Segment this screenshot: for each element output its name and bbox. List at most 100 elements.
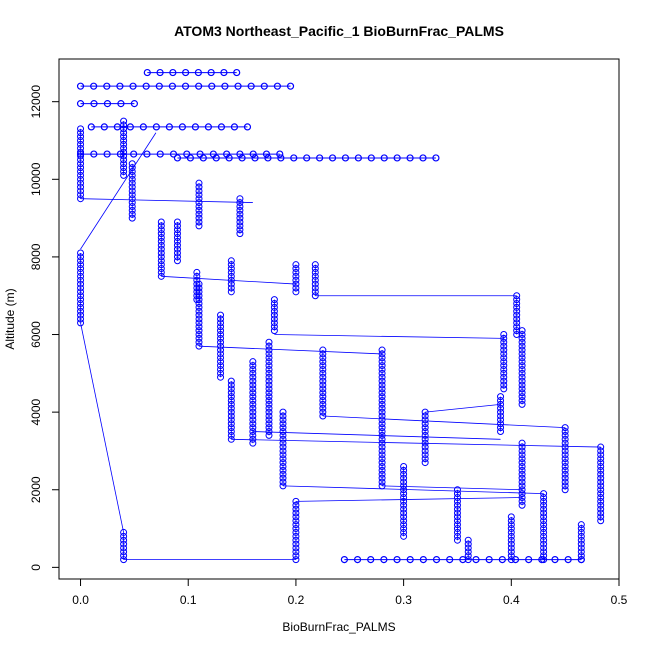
data-point: [227, 420, 235, 428]
data-point: [77, 288, 85, 296]
data-point: [378, 404, 386, 412]
data-point: [265, 389, 273, 397]
x-tick-label: 0.1: [180, 593, 197, 607]
data-point: [265, 346, 273, 354]
x-tick-label: 0.5: [611, 593, 628, 607]
data-point: [453, 521, 461, 529]
data-point: [182, 68, 190, 77]
data-point: [518, 451, 526, 459]
data-point: [497, 393, 505, 401]
data-point: [120, 532, 128, 540]
data-point: [561, 443, 569, 451]
data-point: [279, 474, 287, 482]
data-point: [292, 276, 300, 284]
data-point: [292, 536, 300, 544]
data-point: [518, 389, 526, 397]
data-point: [227, 424, 235, 432]
data-point: [217, 338, 225, 346]
data-point: [341, 154, 350, 162]
data-point: [77, 164, 85, 172]
data-point: [500, 381, 508, 389]
data-point: [378, 443, 386, 451]
data-point: [265, 385, 273, 393]
data-point: [193, 272, 201, 280]
data-point: [77, 268, 85, 276]
data-point: [249, 369, 257, 377]
data-point: [157, 265, 165, 273]
data-point: [103, 82, 111, 90]
data-point: [77, 133, 85, 141]
data-point: [292, 501, 300, 509]
data-point: [100, 123, 108, 131]
data-point: [103, 100, 112, 108]
data-point: [117, 100, 125, 108]
data-point: [464, 544, 472, 552]
data-point: [87, 123, 95, 131]
data-point: [249, 377, 257, 385]
data-point: [597, 509, 605, 517]
data-point: [77, 195, 85, 203]
data-point: [561, 431, 569, 439]
data-point: [265, 420, 273, 428]
data-point: [464, 540, 472, 548]
data-point: [265, 396, 273, 404]
data-point: [77, 272, 85, 280]
data-point: [400, 513, 408, 521]
data-point: [265, 377, 273, 385]
data-point: [292, 505, 300, 513]
data-point: [217, 331, 225, 339]
data-point: [262, 150, 271, 158]
data-point: [378, 362, 386, 370]
data-point: [169, 68, 177, 77]
data-point: [561, 428, 569, 436]
data-point: [518, 381, 526, 389]
data-point: [217, 365, 225, 373]
data-point: [378, 435, 386, 443]
data-point: [77, 136, 85, 144]
data-point: [311, 272, 319, 280]
data-point: [260, 82, 268, 90]
data-point: [311, 276, 319, 284]
data-point: [279, 451, 287, 459]
data-point: [292, 528, 300, 536]
data-point: [378, 424, 386, 432]
data-point: [217, 327, 225, 335]
data-point: [76, 100, 85, 108]
data-point: [227, 431, 235, 439]
data-point: [303, 154, 311, 162]
data-point: [77, 187, 85, 195]
data-point: [279, 443, 287, 451]
data-point: [292, 261, 300, 269]
data-point: [77, 160, 85, 168]
data-point: [518, 462, 526, 470]
connector-line: [231, 438, 601, 448]
data-point: [77, 175, 85, 183]
data-point: [265, 342, 273, 350]
data-point: [421, 424, 429, 432]
data-point: [497, 408, 505, 416]
data-point: [378, 459, 386, 467]
data-point: [518, 338, 526, 346]
data-point: [393, 555, 401, 564]
data-point: [270, 311, 278, 319]
data-point: [432, 555, 441, 564]
x-axis-label: BioBurnFrac_PALMS: [282, 620, 395, 634]
data-point: [378, 377, 386, 385]
data-point: [120, 164, 128, 172]
data-point: [230, 123, 239, 131]
data-point: [561, 482, 569, 490]
data-point: [195, 222, 203, 230]
data-point: [518, 362, 526, 370]
data-point: [319, 377, 327, 385]
data-point: [400, 486, 408, 494]
data-point: [157, 222, 165, 230]
data-point: [319, 381, 327, 389]
data-point: [497, 400, 505, 408]
data-point: [143, 150, 151, 158]
data-point: [156, 68, 164, 77]
data-point: [173, 237, 181, 245]
data-point: [518, 396, 526, 404]
data-point: [195, 296, 203, 304]
data-point: [292, 497, 300, 505]
data-point: [400, 505, 408, 513]
